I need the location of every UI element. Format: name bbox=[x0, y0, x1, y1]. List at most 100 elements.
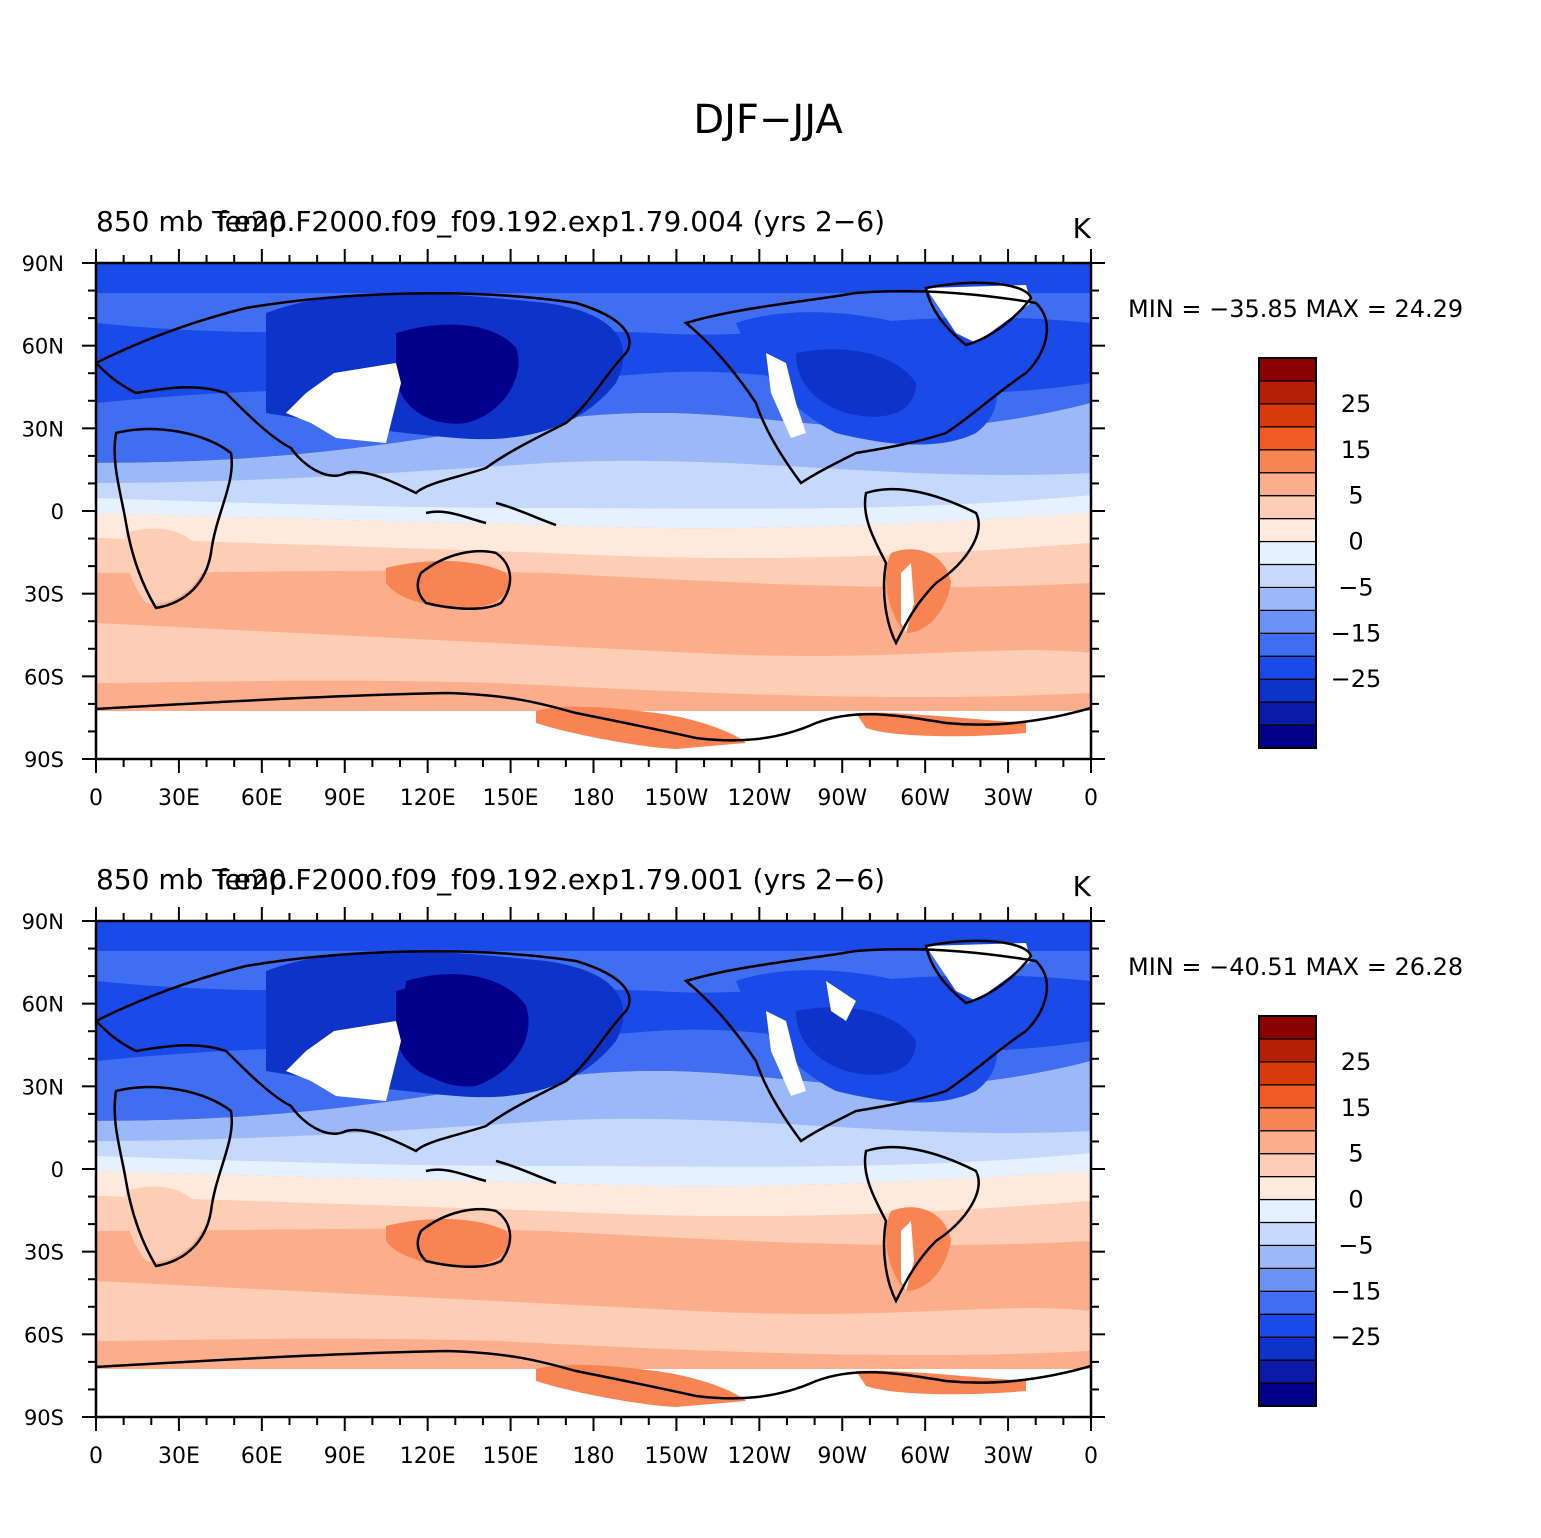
colorbar-label: −25 bbox=[1331, 665, 1382, 693]
lat-tick-label: 60N bbox=[22, 993, 64, 1017]
lon-tick-label: 60W bbox=[900, 1444, 950, 1469]
panel-1-lat-labels: 90N 60N 30N 0 30S 60S 90S bbox=[22, 252, 64, 772]
colorbar-swatch bbox=[1258, 540, 1317, 566]
colorbar-label: 25 bbox=[1341, 390, 1372, 418]
panel-2-left-title: 850 mb Temp bbox=[96, 863, 287, 896]
lon-tick-label: 30W bbox=[983, 1444, 1033, 1469]
colorbar-frame bbox=[1258, 1015, 1317, 1407]
lon-tick-label: 60E bbox=[241, 1444, 283, 1469]
lon-tick-label: 30E bbox=[158, 786, 200, 811]
colorbar-swatch bbox=[1258, 1336, 1317, 1361]
panel-1-center-title: f.e20.F2000.f09_f09.192.exp1.79.004 (yrs… bbox=[217, 205, 885, 238]
lat-tick-label: 30N bbox=[22, 417, 64, 441]
colorbar-swatch bbox=[1258, 1130, 1317, 1155]
colorbar-swatch bbox=[1258, 701, 1317, 726]
lat-tick-label: 0 bbox=[51, 1158, 64, 1182]
colorbar-frame bbox=[1258, 357, 1317, 749]
colorbar-swatch bbox=[1258, 357, 1317, 382]
colorbar-swatch bbox=[1258, 563, 1317, 589]
panel-2-map bbox=[96, 921, 1091, 1417]
panel-1-colorbar: 25 15 5 0 −5 −15 −25 bbox=[1258, 357, 1382, 749]
panel-2-center-title: f.e20.F2000.f09_f09.192.exp1.79.001 (yrs… bbox=[217, 863, 885, 896]
colorbar-label: 5 bbox=[1348, 1140, 1363, 1168]
colorbar-swatch bbox=[1258, 586, 1317, 611]
colorbar-swatch bbox=[1258, 1198, 1317, 1224]
lon-tick-label: 30E bbox=[158, 1444, 200, 1469]
lat-tick-label: 30S bbox=[24, 1241, 64, 1265]
lon-tick-label: 180 bbox=[573, 786, 615, 811]
colorbar-swatch bbox=[1258, 495, 1317, 520]
lon-tick-label: 90W bbox=[817, 1444, 867, 1469]
panel-2-colorbar: 25 15 5 0 −5 −15 −25 bbox=[1258, 1015, 1382, 1407]
colorbar-label: −5 bbox=[1338, 1231, 1373, 1259]
colorbar-swatch bbox=[1258, 632, 1317, 657]
colorbar-swatch bbox=[1258, 1084, 1317, 1109]
lat-tick-label: 90S bbox=[24, 748, 64, 772]
colorbar-swatch bbox=[1258, 1153, 1317, 1178]
lat-tick-label: 90N bbox=[22, 910, 64, 934]
panel-2-lat-labels: 90N 60N 30N 0 30S 60S 90S bbox=[22, 910, 64, 1430]
panel-2-ticks bbox=[82, 907, 1105, 1431]
lat-tick-label: 30S bbox=[24, 583, 64, 607]
colorbar-label: −15 bbox=[1331, 1277, 1382, 1305]
colorbar-swatch bbox=[1258, 678, 1317, 703]
panel-2-stats: MIN = −40.51 MAX = 26.28 bbox=[1128, 953, 1463, 981]
panel-2: 850 mb Temp f.e20.F2000.f09_f09.192.exp1… bbox=[22, 863, 1464, 1469]
lat-tick-label: 0 bbox=[51, 500, 64, 524]
colorbar-swatch bbox=[1258, 449, 1317, 474]
colorbar-swatch bbox=[1258, 609, 1317, 634]
panel-1-ticks bbox=[82, 249, 1105, 773]
colorbar-swatch bbox=[1258, 1015, 1317, 1040]
colorbar-label: 25 bbox=[1341, 1048, 1372, 1076]
colorbar-swatch bbox=[1258, 1175, 1317, 1201]
lon-tick-label: 150E bbox=[483, 786, 539, 811]
lon-tick-label: 150W bbox=[645, 786, 709, 811]
lon-tick-label: 90E bbox=[324, 1444, 366, 1469]
lon-tick-label: 0 bbox=[1084, 1444, 1098, 1469]
lon-tick-label: 150W bbox=[645, 1444, 709, 1469]
colorbar-label: −15 bbox=[1331, 619, 1382, 647]
colorbar-label: −25 bbox=[1331, 1323, 1382, 1351]
lon-tick-label: 120W bbox=[727, 1444, 791, 1469]
colorbar-label: 0 bbox=[1348, 528, 1363, 556]
lat-tick-label: 60N bbox=[22, 335, 64, 359]
colorbar-swatch bbox=[1258, 1244, 1317, 1269]
lon-tick-label: 0 bbox=[89, 1444, 103, 1469]
panel-1-lon-labels: 0 30E 60E 90E 120E 150E 180 150W 120W 90W 60W 30W 0 bbox=[89, 786, 1098, 811]
colorbar-swatch bbox=[1258, 403, 1317, 428]
lat-tick-label: 90S bbox=[24, 1406, 64, 1430]
lat-tick-label: 90N bbox=[22, 252, 64, 276]
colorbar-swatch bbox=[1258, 1038, 1317, 1063]
colorbar-swatch bbox=[1258, 426, 1317, 451]
lon-tick-label: 60W bbox=[900, 786, 950, 811]
colorbar-label: −5 bbox=[1338, 573, 1373, 601]
panel-2-units: K bbox=[1073, 870, 1092, 903]
colorbar-swatch bbox=[1258, 1221, 1317, 1247]
lon-tick-label: 90W bbox=[817, 786, 867, 811]
colorbar-swatch bbox=[1258, 517, 1317, 543]
colorbar-swatch bbox=[1258, 1382, 1317, 1407]
panel-1-units: K bbox=[1073, 212, 1092, 245]
colorbar-swatch bbox=[1258, 472, 1317, 497]
lon-tick-label: 120E bbox=[400, 786, 456, 811]
lat-tick-label: 60S bbox=[24, 665, 64, 689]
lon-tick-label: 180 bbox=[573, 1444, 615, 1469]
colorbar-swatch bbox=[1258, 724, 1317, 749]
colorbar-label: 0 bbox=[1348, 1186, 1363, 1214]
colorbar-swatch bbox=[1258, 380, 1317, 405]
colorbar-label: 15 bbox=[1341, 436, 1372, 464]
lon-tick-label: 120E bbox=[400, 1444, 456, 1469]
lon-tick-label: 60E bbox=[241, 786, 283, 811]
colorbar-swatch bbox=[1258, 1290, 1317, 1315]
panel-2-lon-labels: 0 30E 60E 90E 120E 150E 180 150W 120W 90W 60W 30W 0 bbox=[89, 1444, 1098, 1469]
colorbar-swatch bbox=[1258, 1061, 1317, 1086]
lon-tick-label: 120W bbox=[727, 786, 791, 811]
colorbar-swatch bbox=[1258, 1313, 1317, 1338]
colorbar-swatch bbox=[1258, 1359, 1317, 1384]
lat-tick-label: 30N bbox=[22, 1075, 64, 1099]
panel-1-left-title: 850 mb Temp bbox=[96, 205, 287, 238]
figure-title: DJF−JJA bbox=[693, 97, 843, 143]
panel-1-map bbox=[96, 263, 1091, 759]
lon-tick-label: 90E bbox=[324, 786, 366, 811]
